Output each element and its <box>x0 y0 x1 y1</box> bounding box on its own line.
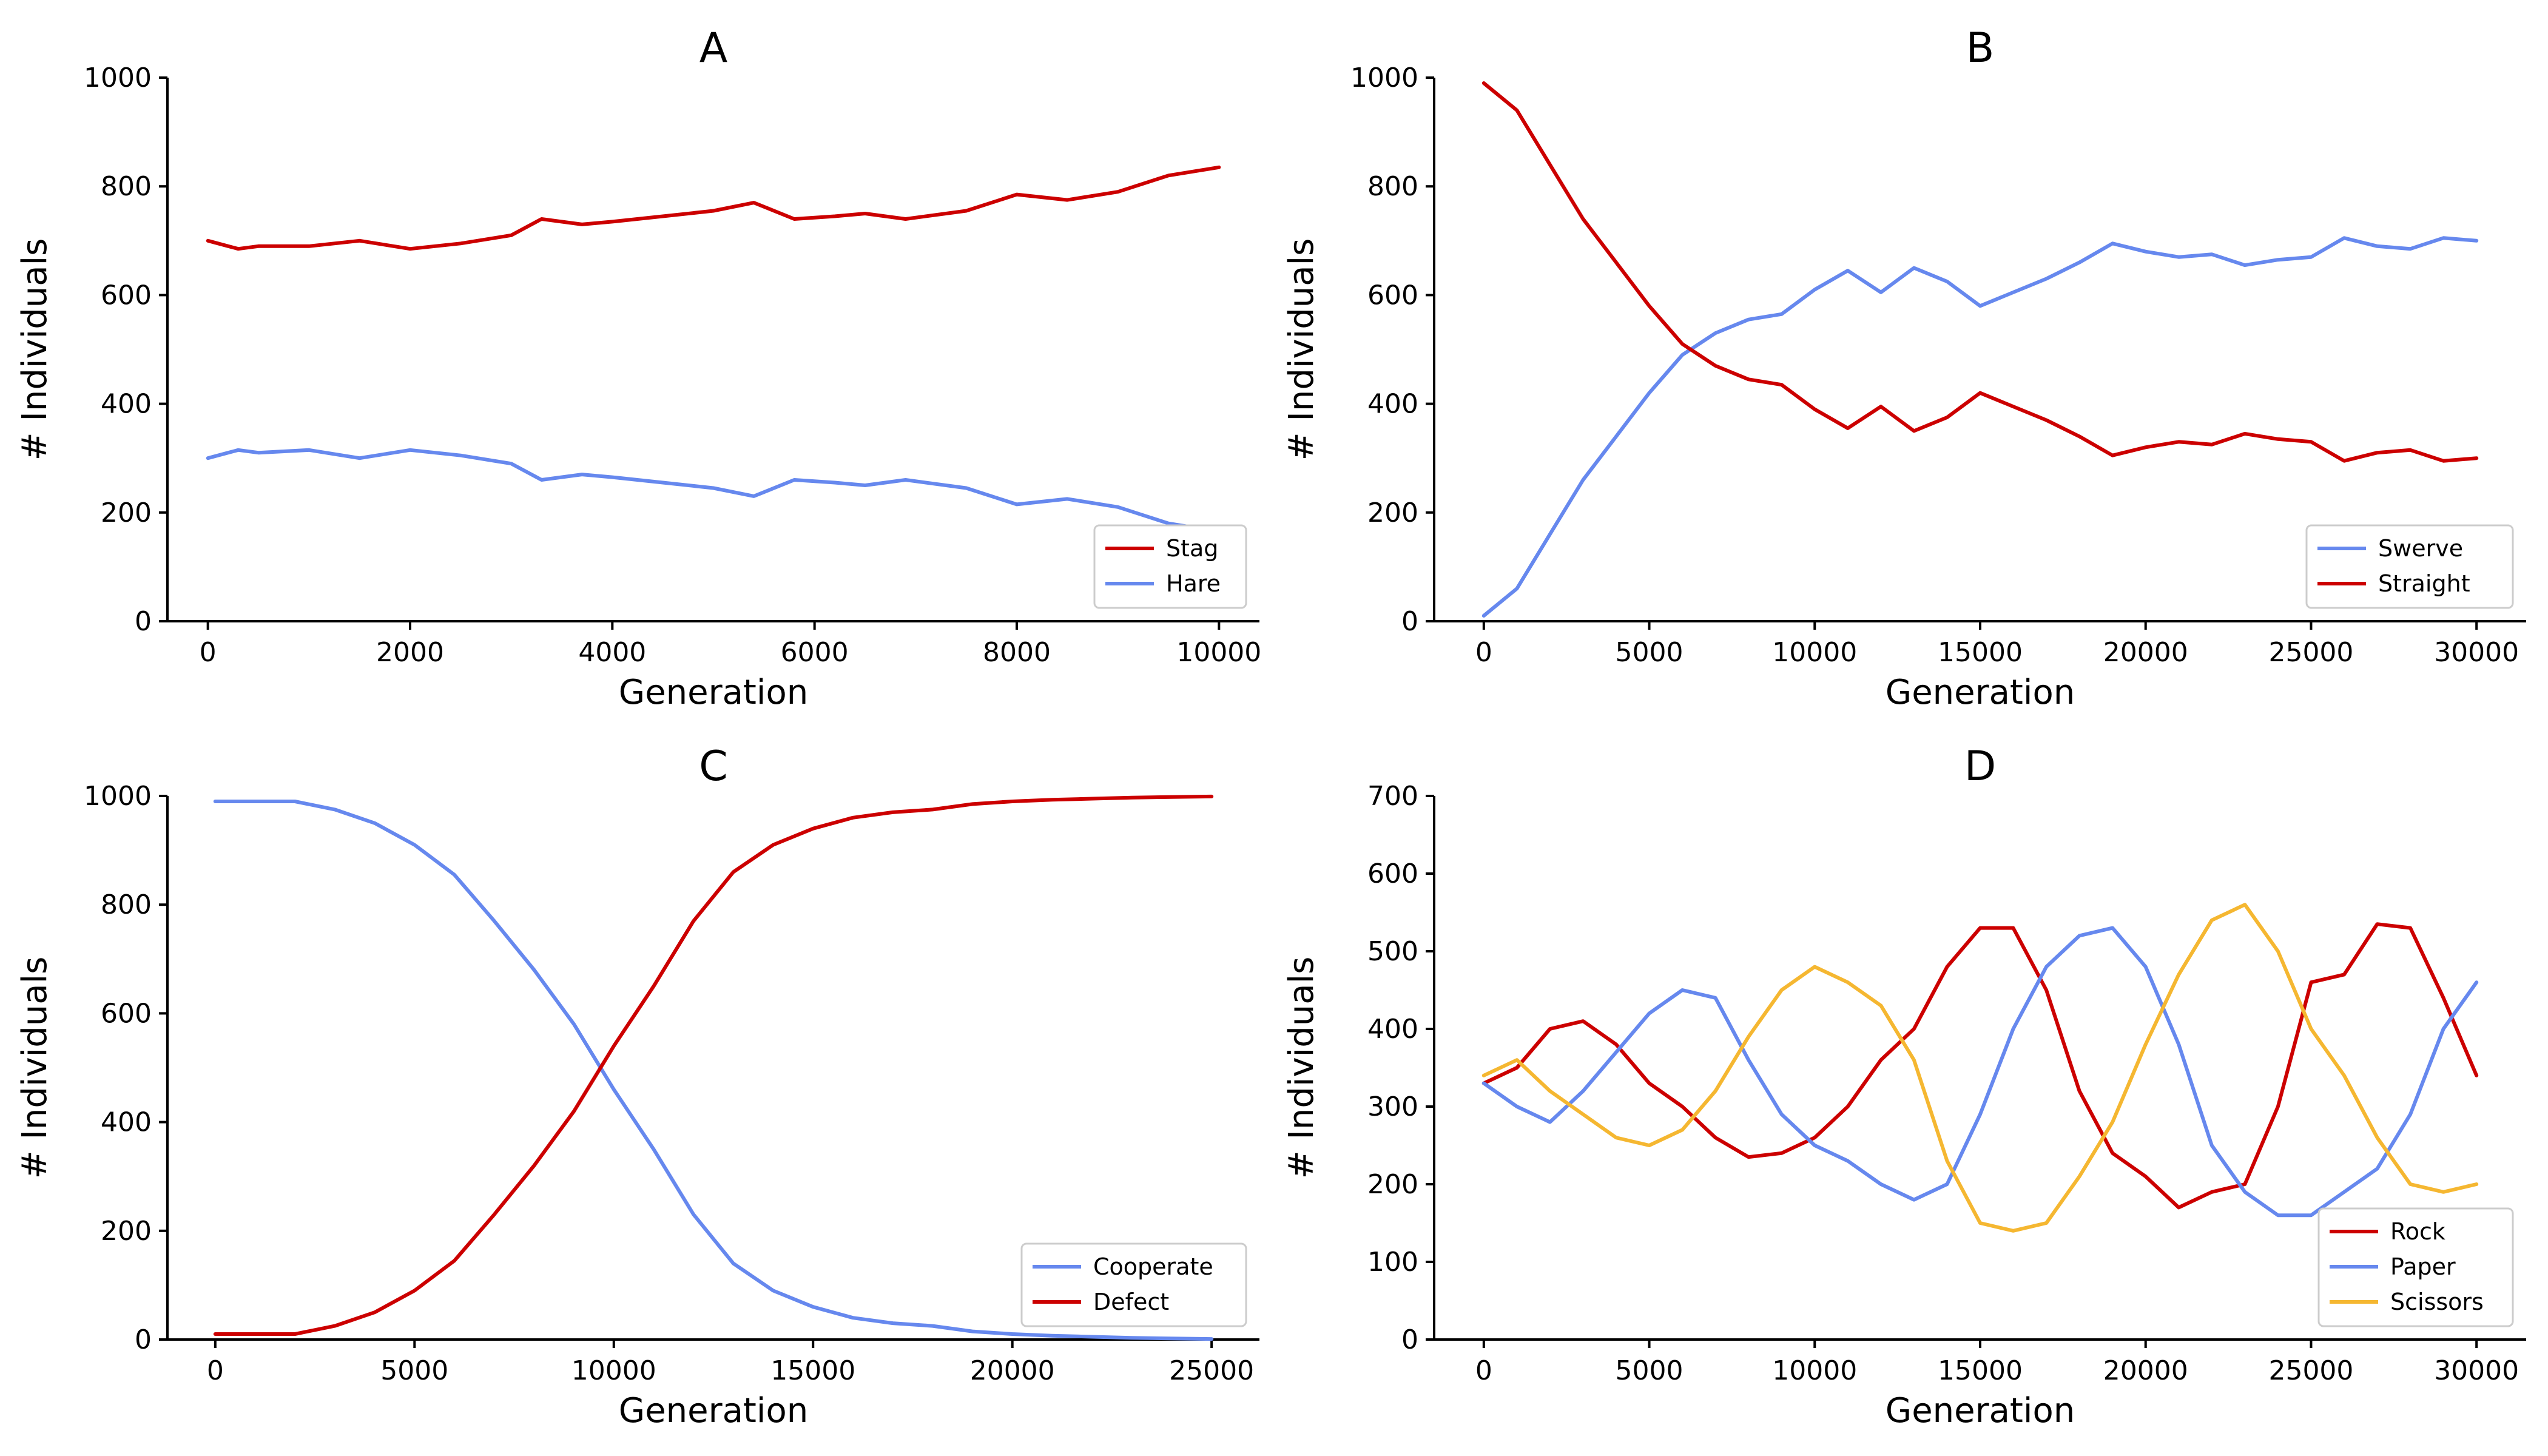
legend-entry-scissors: Scissors <box>2390 1289 2484 1315</box>
y-tick-label: 800 <box>101 171 152 202</box>
legend-box <box>1093 524 1247 609</box>
series-line-cooperate <box>213 800 1214 1341</box>
x-axis-label: Generation <box>619 673 808 712</box>
series-line-hare <box>206 448 1221 534</box>
x-tick-label: 15000 <box>1938 637 2023 668</box>
y-tick-label: 400 <box>1367 389 1418 420</box>
series-line-paper <box>1481 926 2479 1218</box>
series-line-scissors <box>1481 903 2479 1233</box>
legend: Cooperate Defect <box>1020 1242 1247 1327</box>
legend: Rock Paper Scissors <box>2317 1207 2514 1327</box>
y-axis-label: # Individuals <box>15 957 55 1179</box>
y-tick-label: 300 <box>1367 1091 1418 1122</box>
series-line-defect <box>213 794 1214 1336</box>
x-tick-label: 5000 <box>1616 1355 1684 1386</box>
x-tick-label: 15000 <box>770 1355 855 1386</box>
panel-b: 0 5000 10000 15000 20000 25000 30000 0 200 400 600… <box>1282 24 2526 712</box>
x-tick-label: 10000 <box>1772 1355 1857 1386</box>
legend-entry-hare: Hare <box>1166 570 1221 597</box>
y-tick-label: 200 <box>101 1216 152 1247</box>
y-tick-label: 800 <box>1367 171 1418 202</box>
legend-entry-straight: Straight <box>2378 570 2470 597</box>
x-tick-label: 2000 <box>376 637 444 668</box>
legend-entry-rock: Rock <box>2390 1218 2445 1245</box>
panel-d: 0 5000 10000 15000 20000 25000 30000 0 100 200 300… <box>1282 743 2526 1431</box>
y-tick-label: 600 <box>101 998 152 1029</box>
y-tick-label: 400 <box>101 1107 152 1138</box>
x-tick-label: 6000 <box>781 637 849 668</box>
x-tick-label: 8000 <box>983 637 1051 668</box>
y-tick-label: 500 <box>1367 936 1418 967</box>
panel-c: 0 5000 10000 15000 20000 25000 0 200 400 600 800 10… <box>15 743 1259 1431</box>
y-tick-label: 1000 <box>84 781 152 812</box>
legend-entry-stag: Stag <box>1166 535 1218 562</box>
panel-title: D <box>1964 743 1996 790</box>
y-tick-label: 400 <box>101 389 152 420</box>
x-tick-label: 10000 <box>1176 637 1261 668</box>
panel-a: 0 2000 4000 6000 8000 10000 0 200 400 600 800 1000 A… <box>15 24 1261 712</box>
x-tick-label: 20000 <box>970 1355 1055 1386</box>
series-line-rock <box>1481 922 2479 1210</box>
legend-box <box>1020 1242 1247 1327</box>
legend: Swerve Straight <box>2305 524 2514 609</box>
x-tick-label: 5000 <box>380 1355 448 1386</box>
legend: Stag Hare <box>1093 524 1247 609</box>
x-tick-label: 30000 <box>2434 637 2519 668</box>
x-tick-label: 20000 <box>2103 637 2188 668</box>
x-tick-label: 0 <box>1475 1355 1492 1386</box>
x-axis-label: Generation <box>1886 673 2075 712</box>
legend-entry-swerve: Swerve <box>2378 535 2463 562</box>
x-tick-label: 4000 <box>578 637 646 668</box>
y-tick-label: 0 <box>1401 1324 1418 1355</box>
x-tick-label: 5000 <box>1616 637 1684 668</box>
y-tick-label: 0 <box>135 606 152 637</box>
y-tick-label: 800 <box>101 889 152 920</box>
x-tick-label: 10000 <box>571 1355 656 1386</box>
legend-entry-paper: Paper <box>2390 1253 2456 1280</box>
x-tick-label: 0 <box>200 637 217 668</box>
y-tick-label: 600 <box>1367 858 1418 889</box>
y-axis-label: # Individuals <box>1282 238 1321 461</box>
x-tick-label: 25000 <box>2268 1355 2353 1386</box>
x-tick-label: 15000 <box>1938 1355 2023 1386</box>
y-tick-label: 600 <box>1367 280 1418 311</box>
y-tick-label: 200 <box>101 497 152 528</box>
y-axis-label: # Individuals <box>1282 957 1321 1179</box>
x-tick-label: 0 <box>1475 637 1492 668</box>
series-line-stag <box>206 165 1221 251</box>
legend-box <box>2305 524 2514 609</box>
legend-box <box>2317 1207 2514 1327</box>
y-tick-label: 200 <box>1367 497 1418 528</box>
y-tick-label: 600 <box>101 280 152 311</box>
series-line-straight <box>1481 81 2479 463</box>
y-tick-label: 1000 <box>84 62 152 93</box>
panel-title: A <box>699 24 728 72</box>
y-tick-label: 700 <box>1367 781 1418 812</box>
x-tick-label: 25000 <box>1169 1355 1254 1386</box>
y-tick-label: 200 <box>1367 1169 1418 1200</box>
legend-entry-cooperate: Cooperate <box>1093 1253 1213 1280</box>
y-tick-label: 100 <box>1367 1247 1418 1278</box>
y-tick-label: 400 <box>1367 1014 1418 1045</box>
panel-title: C <box>699 743 727 790</box>
x-tick-label: 10000 <box>1772 637 1857 668</box>
x-tick-label: 25000 <box>2268 637 2353 668</box>
x-axis-label: Generation <box>1886 1391 2075 1431</box>
y-tick-label: 0 <box>135 1324 152 1355</box>
x-tick-label: 30000 <box>2434 1355 2519 1386</box>
x-tick-label: 20000 <box>2103 1355 2188 1386</box>
y-tick-label: 1000 <box>1350 62 1418 93</box>
y-tick-label: 0 <box>1401 606 1418 637</box>
x-axis-label: Generation <box>619 1391 808 1431</box>
series-line-swerve <box>1481 236 2479 618</box>
x-tick-label: 0 <box>207 1355 224 1386</box>
y-axis-label: # Individuals <box>15 238 55 461</box>
legend-entry-defect: Defect <box>1093 1289 1169 1315</box>
panel-title: B <box>1966 24 1995 72</box>
